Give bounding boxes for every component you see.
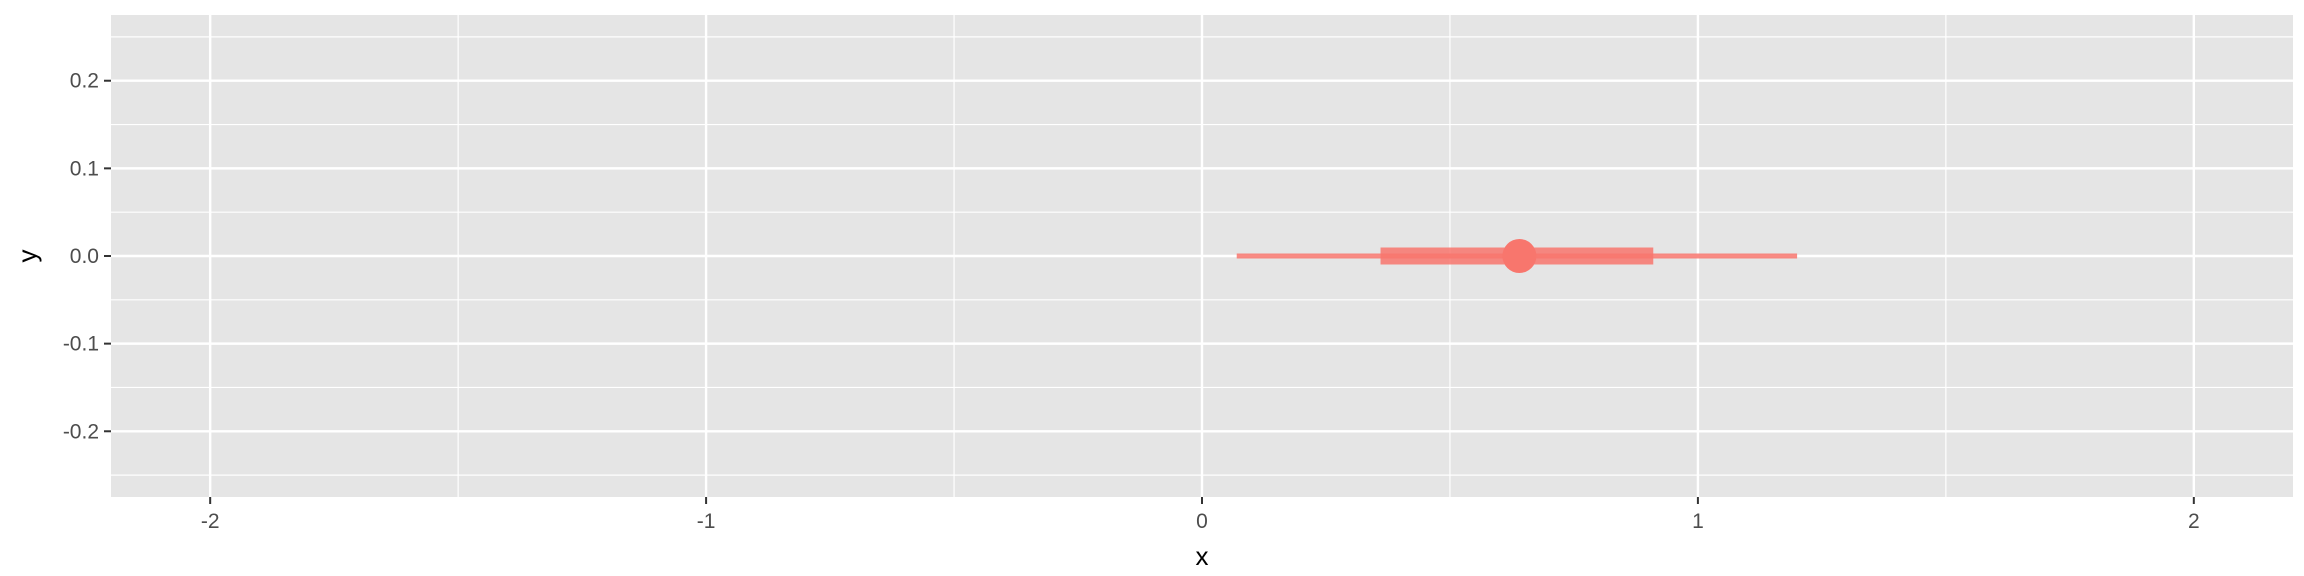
data-marks (1236, 239, 1798, 273)
x-tick-label: -1 (697, 510, 716, 533)
y-tick-label: 0.1 (70, 157, 99, 180)
x-tick-label: 0 (1196, 510, 1208, 533)
x-tick-label: -2 (201, 510, 220, 533)
y-tick-label: -0.2 (63, 420, 99, 443)
y-tick-label: -0.1 (63, 333, 99, 356)
x-tick-label: 2 (2188, 510, 2200, 533)
major-gridlines (111, 15, 2293, 497)
point-estimate (1502, 239, 1537, 273)
x-axis-title: x (1196, 541, 1209, 571)
x-axis: -2 -1 0 1 2 (201, 497, 2200, 533)
y-tick-label: 0.0 (70, 245, 99, 268)
y-axis: -0.2 -0.1 0.0 0.1 0.2 (63, 70, 111, 443)
y-tick-label: 0.2 (70, 70, 99, 93)
x-tick-label: 1 (1692, 510, 1704, 533)
y-axis-title: y (12, 250, 42, 263)
